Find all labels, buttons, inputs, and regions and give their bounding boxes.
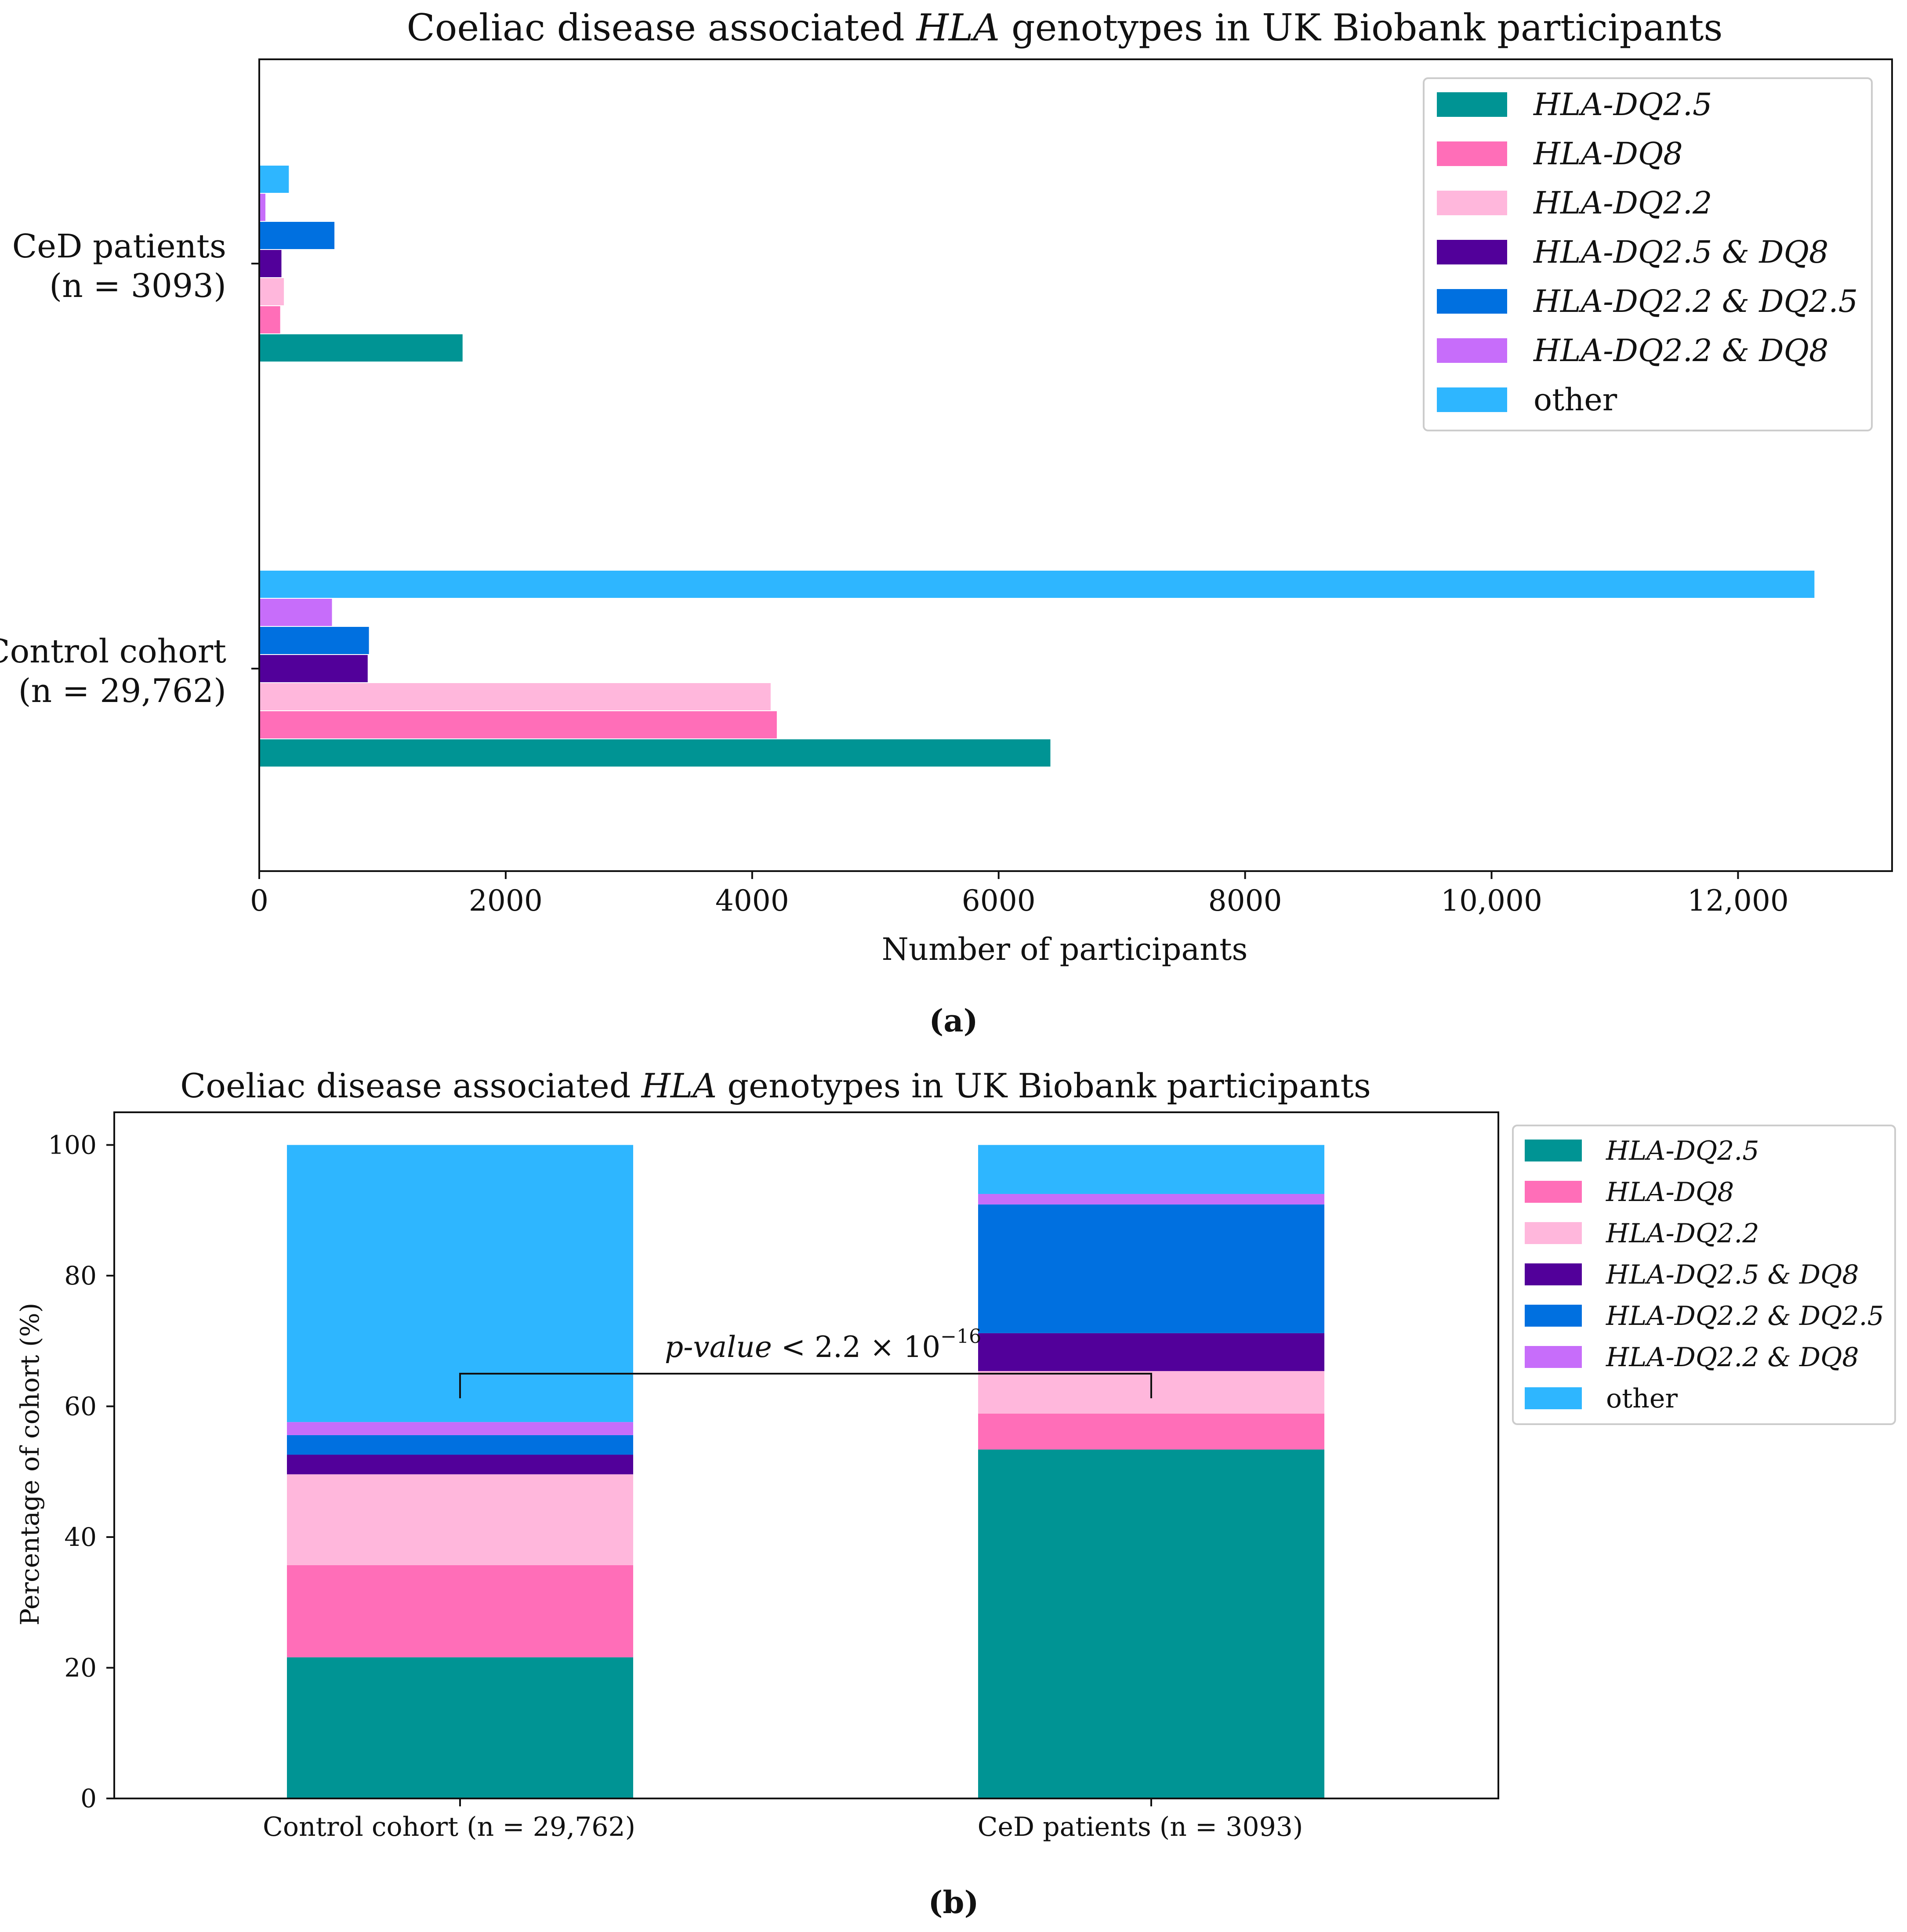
y-tick-label: 100 <box>48 1130 97 1160</box>
stack-hla-dq2-2-and-dq2-5-ced <box>978 1204 1324 1333</box>
chart-b-y-ticks: 0 20 40 60 80 100 <box>48 1130 114 1813</box>
bar-hla-dq2-5-and-dq8-control <box>259 655 368 682</box>
chart-a-legend-box <box>1423 77 1873 431</box>
x-category-label: Control cohort (n = 29,762) <box>263 1812 635 1842</box>
legend-label-hla-dq2-5: HLA-DQ2.5 <box>1533 87 1712 123</box>
y-tick-label: 60 <box>64 1391 97 1421</box>
x-tick-label: 6000 <box>962 884 1036 918</box>
chart-a: Coeliac disease associated HLA genotypes… <box>0 6 1893 1039</box>
stack-hla-dq2-2-control <box>287 1474 633 1565</box>
legend-swatch-hla-dq2-2 <box>1525 1222 1582 1244</box>
caption-a: (a) <box>929 1002 978 1039</box>
legend-label-hla-dq2-5-and-dq8: HLA-DQ2.5 & DQ8 <box>1606 1259 1859 1290</box>
legend-label-hla-dq2-5: HLA-DQ2.5 <box>1606 1136 1759 1166</box>
bar-hla-dq2-2-and-dq8-control <box>259 599 332 626</box>
chart-b-title: Coeliac disease associated HLA genotypes… <box>180 1066 1371 1105</box>
stack-hla-dq2-5-ced <box>978 1449 1324 1798</box>
stack-hla-dq2-5-and-dq8-control <box>287 1454 633 1475</box>
legend-swatch-hla-dq8 <box>1437 141 1507 166</box>
legend-label-other: other <box>1606 1383 1678 1414</box>
stack-hla-dq2-2-and-dq8-ced <box>978 1194 1324 1205</box>
stack-hla-dq8-control <box>287 1565 633 1657</box>
chart-a-plot-frame <box>258 58 1893 872</box>
bar-hla-dq8-ced <box>259 306 280 333</box>
chart-a-x-ticks: 0 2000 4000 6000 8000 10,000 12,000 <box>250 871 1789 918</box>
bar-hla-dq2-5-ced <box>259 334 463 362</box>
legend-swatch-other <box>1437 387 1507 412</box>
x-tick-label: 4000 <box>715 884 789 918</box>
legend-label-other: other <box>1534 382 1617 418</box>
legend-label-hla-dq2-2-and-dq2-5: HLA-DQ2.2 & DQ2.5 <box>1606 1301 1884 1331</box>
chart-a-title: Coeliac disease associated HLA genotypes… <box>406 6 1722 49</box>
legend-swatch-hla-dq2-2-and-dq2-5 <box>1525 1305 1582 1327</box>
bar-hla-dq2-5-and-dq8-ced <box>259 250 282 277</box>
bar-hla-dq2-2-control <box>259 683 771 710</box>
chart-a-legend: HLA-DQ2.5 HLA-DQ8 HLA-DQ2.2 HLA-DQ2.5 & DQ8… <box>1423 77 1873 431</box>
bar-hla-dq2-2-ced <box>259 278 284 305</box>
chart-b-legend: HLA-DQ2.5 HLA-DQ8 HLA-DQ2.2 HLA-DQ2.5 & DQ8… <box>1512 1125 1896 1425</box>
y-category-count: (n = 3093) <box>49 267 226 305</box>
bar-other-control <box>259 571 1815 598</box>
legend-swatch-hla-dq2-2 <box>1437 191 1507 215</box>
legend-swatch-hla-dq2-5-and-dq8 <box>1437 240 1507 264</box>
chart-b: Coeliac disease associated HLA genotypes… <box>15 1066 1896 1921</box>
stack-hla-dq2-2-and-dq2-5-control <box>287 1435 633 1455</box>
bar-hla-dq8-control <box>259 711 777 738</box>
bar-hla-dq2-2-and-dq2-5-ced <box>259 222 335 249</box>
chart-b-bars <box>287 1145 1324 1798</box>
x-tick-label: 12,000 <box>1687 884 1789 918</box>
legend-label-hla-dq2-2-and-dq8: HLA-DQ2.2 & DQ8 <box>1606 1342 1859 1373</box>
legend-swatch-hla-dq2-2-and-dq8 <box>1437 338 1507 363</box>
legend-label-hla-dq2-2-and-dq2-5: HLA-DQ2.2 & DQ2.5 <box>1533 283 1858 319</box>
legend-swatch-hla-dq2-5 <box>1437 92 1507 117</box>
chart-b-legend-box <box>1512 1125 1896 1425</box>
legend-label-hla-dq8: HLA-DQ8 <box>1606 1177 1734 1208</box>
stack-other-ced <box>978 1145 1324 1194</box>
stack-hla-dq8-ced <box>978 1413 1324 1450</box>
x-category-label: CeD patients (n = 3093) <box>978 1812 1303 1842</box>
legend-label-hla-dq2-2-and-dq8: HLA-DQ2.2 & DQ8 <box>1533 333 1828 369</box>
chart-b-plot-frame <box>113 1111 1499 1799</box>
legend-swatch-hla-dq2-5-and-dq8 <box>1525 1263 1582 1285</box>
legend-label-hla-dq2-5-and-dq8: HLA-DQ2.5 & DQ8 <box>1533 234 1828 270</box>
chart-b-y-label: Percentage of cohort (%) <box>15 1303 45 1626</box>
x-tick-label: 8000 <box>1208 884 1282 918</box>
chart-a-y-categories: CeD patients(n = 3093) Control cohort(n =… <box>0 228 259 710</box>
significance-bracket <box>459 1373 1152 1399</box>
y-tick-label: 0 <box>80 1784 97 1813</box>
bar-hla-dq2-2-and-dq8-ced <box>259 194 266 221</box>
stack-hla-dq2-5-and-dq8-ced <box>978 1333 1324 1371</box>
y-category-label: CeD patients <box>12 228 226 265</box>
legend-swatch-other <box>1525 1387 1582 1409</box>
chart-a-x-label: Number of participants <box>882 931 1248 967</box>
y-category-count: (n = 29,762) <box>18 672 226 710</box>
stack-hla-dq2-2-and-dq8-control <box>287 1422 633 1435</box>
chart-b-x-categories: Control cohort (n = 29,762) CeD patients … <box>263 1798 1303 1842</box>
p-value-annotation: p-value < 2.2 × 10−16 <box>459 1325 1152 1399</box>
legend-swatch-hla-dq2-2-and-dq8 <box>1525 1346 1582 1368</box>
bar-hla-dq2-5-control <box>259 739 1051 767</box>
x-tick-label: 2000 <box>469 884 543 918</box>
y-category-label: Control cohort <box>0 633 226 670</box>
y-tick-label: 80 <box>64 1261 97 1291</box>
bar-other-ced <box>259 166 289 193</box>
legend-swatch-hla-dq8 <box>1525 1181 1582 1203</box>
legend-swatch-hla-dq2-5 <box>1525 1140 1582 1161</box>
x-tick-label: 10,000 <box>1441 884 1542 918</box>
legend-label-hla-dq2-2: HLA-DQ2.2 <box>1606 1218 1759 1249</box>
bar-hla-dq2-2-and-dq2-5-control <box>259 627 369 654</box>
x-tick-label: 0 <box>250 884 268 918</box>
stack-hla-dq2-5-control <box>287 1657 633 1798</box>
legend-swatch-hla-dq2-2-and-dq2-5 <box>1437 289 1507 314</box>
y-tick-label: 40 <box>64 1522 97 1552</box>
y-tick-label: 20 <box>64 1653 97 1682</box>
chart-a-bars <box>259 166 1815 767</box>
p-value-label: p-value < 2.2 × 10−16 <box>665 1325 981 1364</box>
legend-label-hla-dq8: HLA-DQ8 <box>1533 136 1683 172</box>
legend-label-hla-dq2-2: HLA-DQ2.2 <box>1533 185 1712 221</box>
caption-b: (b) <box>928 1884 979 1921</box>
